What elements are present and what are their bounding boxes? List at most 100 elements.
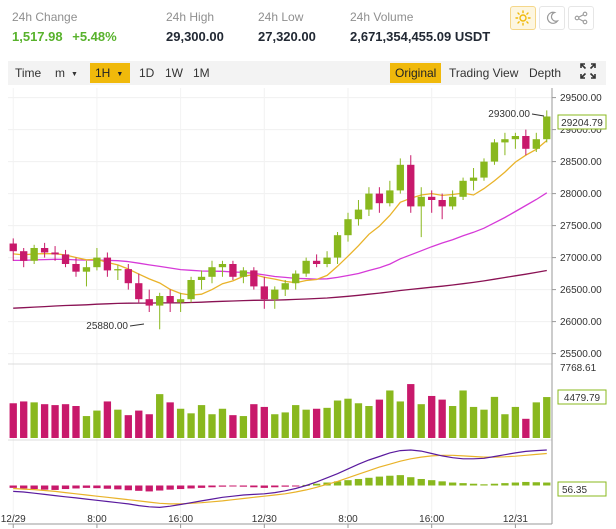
price-tick-label: 27000.00	[560, 253, 602, 264]
macd-histogram-bar	[292, 485, 300, 487]
candle-body	[438, 200, 446, 207]
fullscreen-button[interactable]	[574, 62, 602, 82]
volume-bar	[197, 405, 206, 438]
interval-1m-button[interactable]: 1M	[193, 66, 210, 80]
moving-average-lines	[13, 140, 548, 309]
dark-theme-button[interactable]	[539, 6, 565, 30]
macd-histogram-bar	[72, 485, 80, 489]
moon-icon	[547, 11, 559, 24]
stat-24h-high: 24h High 29,300.00	[166, 10, 224, 44]
ticker-stats: 24h Change 1,517.98 +5.48% 24h High 29,3…	[0, 0, 616, 56]
macd-histogram-bar	[135, 485, 143, 491]
low-price-marker: 25880.00	[86, 321, 128, 332]
depth-tab[interactable]: Depth	[529, 66, 562, 80]
macd-histogram-bar	[260, 485, 268, 488]
macd-histogram-bar	[501, 483, 509, 486]
change-percent: +5.48%	[72, 29, 117, 44]
expand-icon	[580, 63, 596, 79]
ma25-line	[13, 192, 548, 280]
candle-body	[344, 219, 352, 236]
interval-1d-button[interactable]: 1D	[139, 66, 155, 80]
candle-body	[459, 180, 467, 197]
volume-bar	[459, 390, 467, 438]
tradingview-tab[interactable]: Trading View	[449, 66, 519, 80]
volume-bar	[166, 402, 174, 438]
candle-body	[40, 248, 49, 253]
candle-body	[407, 164, 415, 207]
candle-body	[490, 142, 499, 162]
change-value: 1,517.98	[12, 29, 63, 44]
candle-body	[302, 260, 310, 274]
price-tick-label: 25500.00	[560, 349, 602, 360]
price-axis: 29500.00 29000.00 28500.00 28000.00 27500.00…	[552, 93, 602, 360]
macd-histogram-bar	[407, 477, 415, 486]
candle-body	[375, 193, 384, 204]
stat-24h-change: 24h Change 1,517.98 +5.48%	[12, 10, 117, 44]
candle-body	[543, 116, 551, 140]
share-icon	[574, 11, 588, 25]
candle-body	[396, 164, 404, 191]
volume-bar	[344, 398, 352, 438]
volume-bar	[229, 415, 237, 438]
price-tick-label: 27500.00	[560, 221, 602, 232]
macd-histogram-bar	[543, 482, 551, 486]
volume-bar	[354, 403, 363, 438]
volume-bar	[312, 408, 321, 438]
share-button[interactable]	[568, 6, 594, 30]
macd-histogram-bar	[187, 485, 195, 489]
volume-bar	[448, 406, 457, 438]
candle-body	[93, 257, 101, 268]
macd-histogram-bar	[428, 480, 436, 486]
volume-bar	[501, 414, 509, 438]
price-chart[interactable]: 29300.00 25880.00 29500.00 29000.00 28500.…	[0, 88, 616, 529]
macd-histogram-bar	[469, 483, 478, 486]
macd-histogram-bar	[459, 483, 467, 486]
time-label: Time	[15, 66, 42, 80]
interval-1w-button[interactable]: 1W	[165, 66, 183, 80]
volume-bar	[480, 409, 488, 438]
macd-histogram-bar	[354, 478, 363, 486]
original-view-tab[interactable]: Original	[390, 63, 442, 83]
candle-body	[511, 136, 520, 140]
stat-value: 27,320.00	[258, 29, 316, 44]
volume-bar	[9, 403, 17, 438]
volume-bar	[281, 412, 289, 438]
macd-signal-line	[13, 452, 547, 505]
volume-bar	[20, 401, 28, 438]
minute-interval-dropdown[interactable]: m ▼	[50, 63, 83, 83]
volume-bar	[40, 404, 49, 438]
chart-grid	[8, 88, 553, 525]
caret-down-icon: ▼	[71, 71, 78, 78]
candle-body	[480, 161, 488, 178]
macd-value-box	[557, 481, 607, 497]
volume-bar	[82, 416, 91, 438]
last-price-label: 29204.79	[561, 118, 603, 129]
candle-body	[156, 296, 164, 306]
macd-histogram-bar	[239, 485, 248, 487]
volume-bar	[176, 408, 185, 438]
stat-value: 1,517.98 +5.48%	[12, 29, 117, 44]
volume-bar	[292, 405, 300, 438]
high-marker-arrow	[531, 113, 545, 117]
hour-interval-dropdown[interactable]: 1H ▼	[90, 63, 130, 83]
time-tick-label: 12/29	[1, 514, 26, 525]
stat-value: 29,300.00	[166, 29, 224, 44]
last-price-tag: 29204.79	[557, 114, 607, 130]
volume-bar	[145, 414, 153, 438]
candle-body	[250, 270, 258, 287]
volume-bar	[218, 408, 227, 438]
light-theme-button[interactable]	[510, 6, 536, 30]
macd-histogram-bar	[51, 485, 59, 490]
macd-histogram-bar	[93, 485, 101, 489]
macd-histogram-bar	[386, 475, 394, 486]
candle-body	[218, 264, 227, 268]
volume-bar	[93, 410, 101, 438]
stat-label: 24h High	[166, 10, 215, 24]
macd-indicator	[9, 449, 551, 509]
candle-body	[72, 264, 80, 272]
volume-last-label: 4479.79	[564, 393, 601, 404]
macd-axis: 56.35	[557, 481, 607, 497]
time-tick-label: 12/30	[252, 514, 277, 525]
candle-body	[522, 136, 530, 149]
hour-label: 1H	[95, 66, 111, 80]
